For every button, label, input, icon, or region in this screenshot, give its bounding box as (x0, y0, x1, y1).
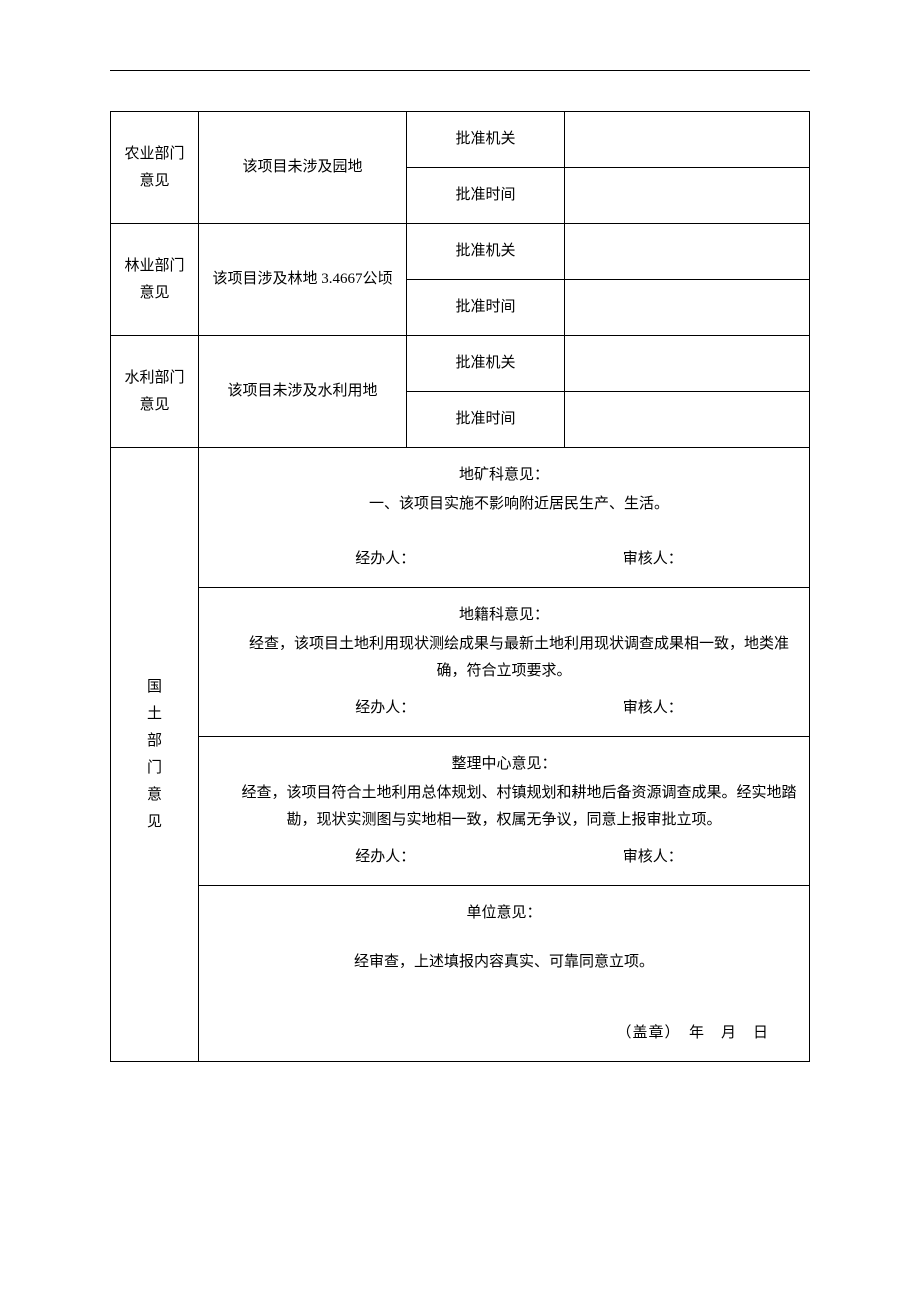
geomin-section: 地矿科意见： 一、该项目实施不影响附近居民生产、生活。 经办人： 审核人： (199, 448, 810, 588)
table-row: 整理中心意见： 经查，该项目符合土地利用总体规划、村镇规划和耕地后备资源调查成果… (111, 737, 810, 886)
cadastre-handler-label: 经办人： (355, 700, 415, 716)
agri-approve-org-value (565, 112, 810, 168)
cadastre-body: 经查，该项目土地利用现状测绘成果与最新土地利用现状调查成果相一致，地类准确，符合… (209, 631, 799, 685)
forestry-approve-time-label: 批准时间 (407, 280, 565, 336)
table-row: 农业部门意见 该项目未涉及园地 批准机关 (111, 112, 810, 168)
table-row: 单位意见： 经审查，上述填报内容真实、可靠同意立项。 （盖章） 年 月 日 (111, 886, 810, 1062)
center-signatures: 经办人： 审核人： (209, 844, 799, 871)
water-approve-time-value (565, 392, 810, 448)
geomin-body: 一、该项目实施不影响附近居民生产、生活。 (209, 491, 799, 518)
land-dept-label: 国土部门意见 (111, 448, 199, 1062)
geomin-signatures: 经办人： 审核人： (209, 546, 799, 573)
center-reviewer-label: 审核人： (623, 849, 683, 865)
forestry-approve-time-value (565, 280, 810, 336)
land-dept-label-text: 国土部门意见 (147, 679, 162, 830)
table-row: 国土部门意见 地矿科意见： 一、该项目实施不影响附近居民生产、生活。 经办人： … (111, 448, 810, 588)
cadastre-section: 地籍科意见： 经查，该项目土地利用现状测绘成果与最新土地利用现状调查成果相一致，… (199, 588, 810, 737)
geomin-title: 地矿科意见： (209, 462, 799, 489)
header-rule (110, 70, 810, 71)
forestry-content: 该项目涉及林地 3.4667公顷 (199, 224, 407, 336)
forestry-label: 林业部门意见 (111, 224, 199, 336)
unit-body: 经审查，上述填报内容真实、可靠同意立项。 (209, 949, 799, 976)
table-row: 地籍科意见： 经查，该项目土地利用现状测绘成果与最新土地利用现状调查成果相一致，… (111, 588, 810, 737)
geomin-reviewer-label: 审核人： (623, 551, 683, 567)
water-approve-time-label: 批准时间 (407, 392, 565, 448)
agri-approve-org-label: 批准机关 (407, 112, 565, 168)
approval-table: 农业部门意见 该项目未涉及园地 批准机关 批准时间 林业部门意见 该项目涉及林地… (110, 111, 810, 1062)
water-content: 该项目未涉及水利用地 (199, 336, 407, 448)
center-section: 整理中心意见： 经查，该项目符合土地利用总体规划、村镇规划和耕地后备资源调查成果… (199, 737, 810, 886)
unit-title: 单位意见： (209, 900, 799, 927)
cadastre-title: 地籍科意见： (209, 602, 799, 629)
cadastre-signatures: 经办人： 审核人： (209, 695, 799, 722)
agri-approve-time-value (565, 168, 810, 224)
cadastre-reviewer-label: 审核人： (623, 700, 683, 716)
forestry-approve-org-label: 批准机关 (407, 224, 565, 280)
center-handler-label: 经办人： (355, 849, 415, 865)
water-approve-org-label: 批准机关 (407, 336, 565, 392)
water-approve-org-value (565, 336, 810, 392)
agri-approve-time-label: 批准时间 (407, 168, 565, 224)
geomin-handler-label: 经办人： (355, 551, 415, 567)
agri-label: 农业部门意见 (111, 112, 199, 224)
agri-content: 该项目未涉及园地 (199, 112, 407, 224)
forestry-approve-org-value (565, 224, 810, 280)
center-body: 经查，该项目符合土地利用总体规划、村镇规划和耕地后备资源调查成果。经实地踏勘，现… (209, 780, 799, 834)
table-row: 水利部门意见 该项目未涉及水利用地 批准机关 (111, 336, 810, 392)
unit-section: 单位意见： 经审查，上述填报内容真实、可靠同意立项。 （盖章） 年 月 日 (199, 886, 810, 1062)
unit-seal-row: （盖章） 年 月 日 (209, 1020, 799, 1047)
water-label: 水利部门意见 (111, 336, 199, 448)
center-title: 整理中心意见： (209, 751, 799, 778)
table-row: 林业部门意见 该项目涉及林地 3.4667公顷 批准机关 (111, 224, 810, 280)
